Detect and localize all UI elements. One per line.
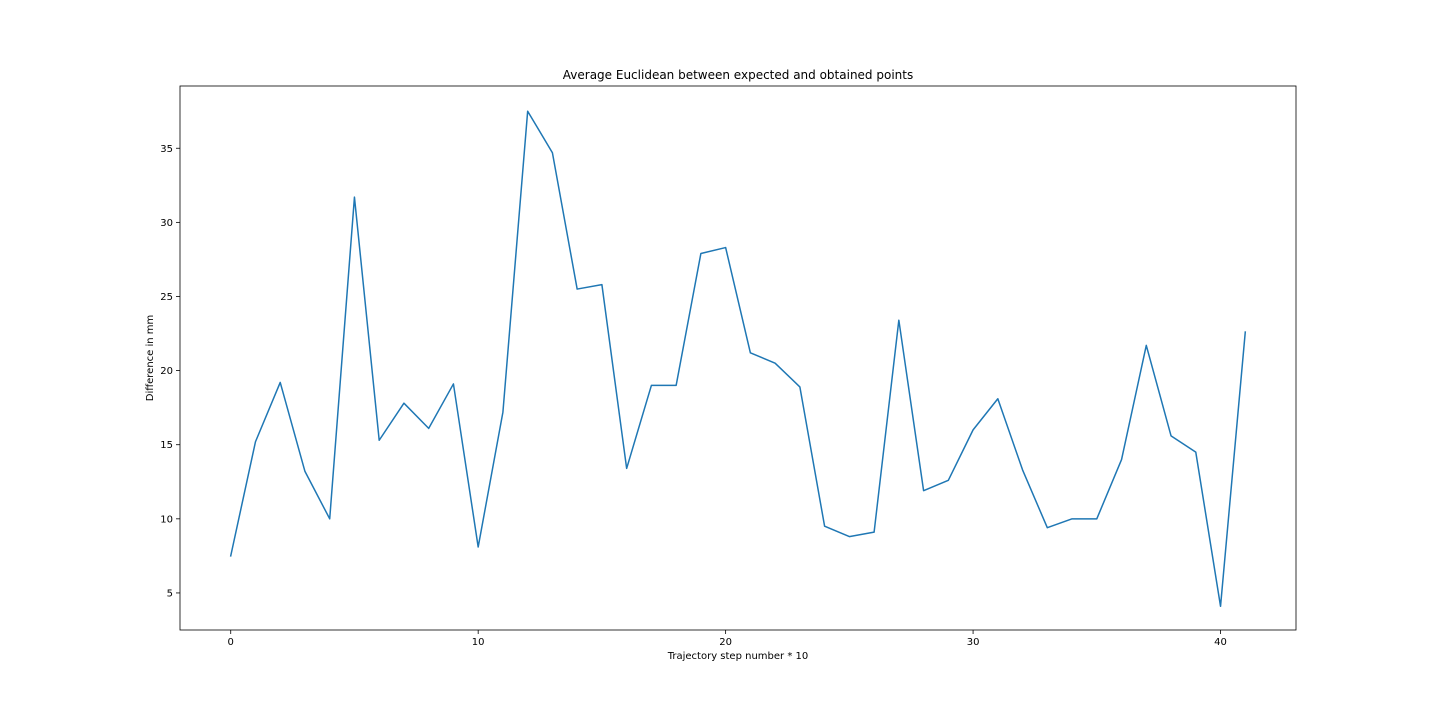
y-tick-label: 20 [160,366,173,377]
y-tick-label: 30 [160,218,173,229]
plot-area: 0 10 20 30 40 5 10 15 20 25 30 35 [160,85,1297,648]
x-axis-label: Trajectory step number * 10 [667,651,808,662]
y-tick-label: 5 [167,588,173,599]
y-tick-label: 35 [160,144,173,155]
x-tick-label: 30 [967,637,980,648]
series-line-0 [229,110,1247,608]
chart-title: Average Euclidean between expected and o… [563,68,913,82]
plot-frame [179,85,1297,631]
y-axis-label: Difference in mm [145,315,156,402]
y-tick-label: 15 [160,440,173,451]
x-tick-label: 20 [719,637,732,648]
x-tick-label: 10 [472,637,485,648]
x-tick-label: 0 [228,637,234,648]
y-tick-label: 25 [160,292,173,303]
y-tick-label: 10 [160,514,173,525]
x-tick-label: 40 [1214,637,1227,648]
